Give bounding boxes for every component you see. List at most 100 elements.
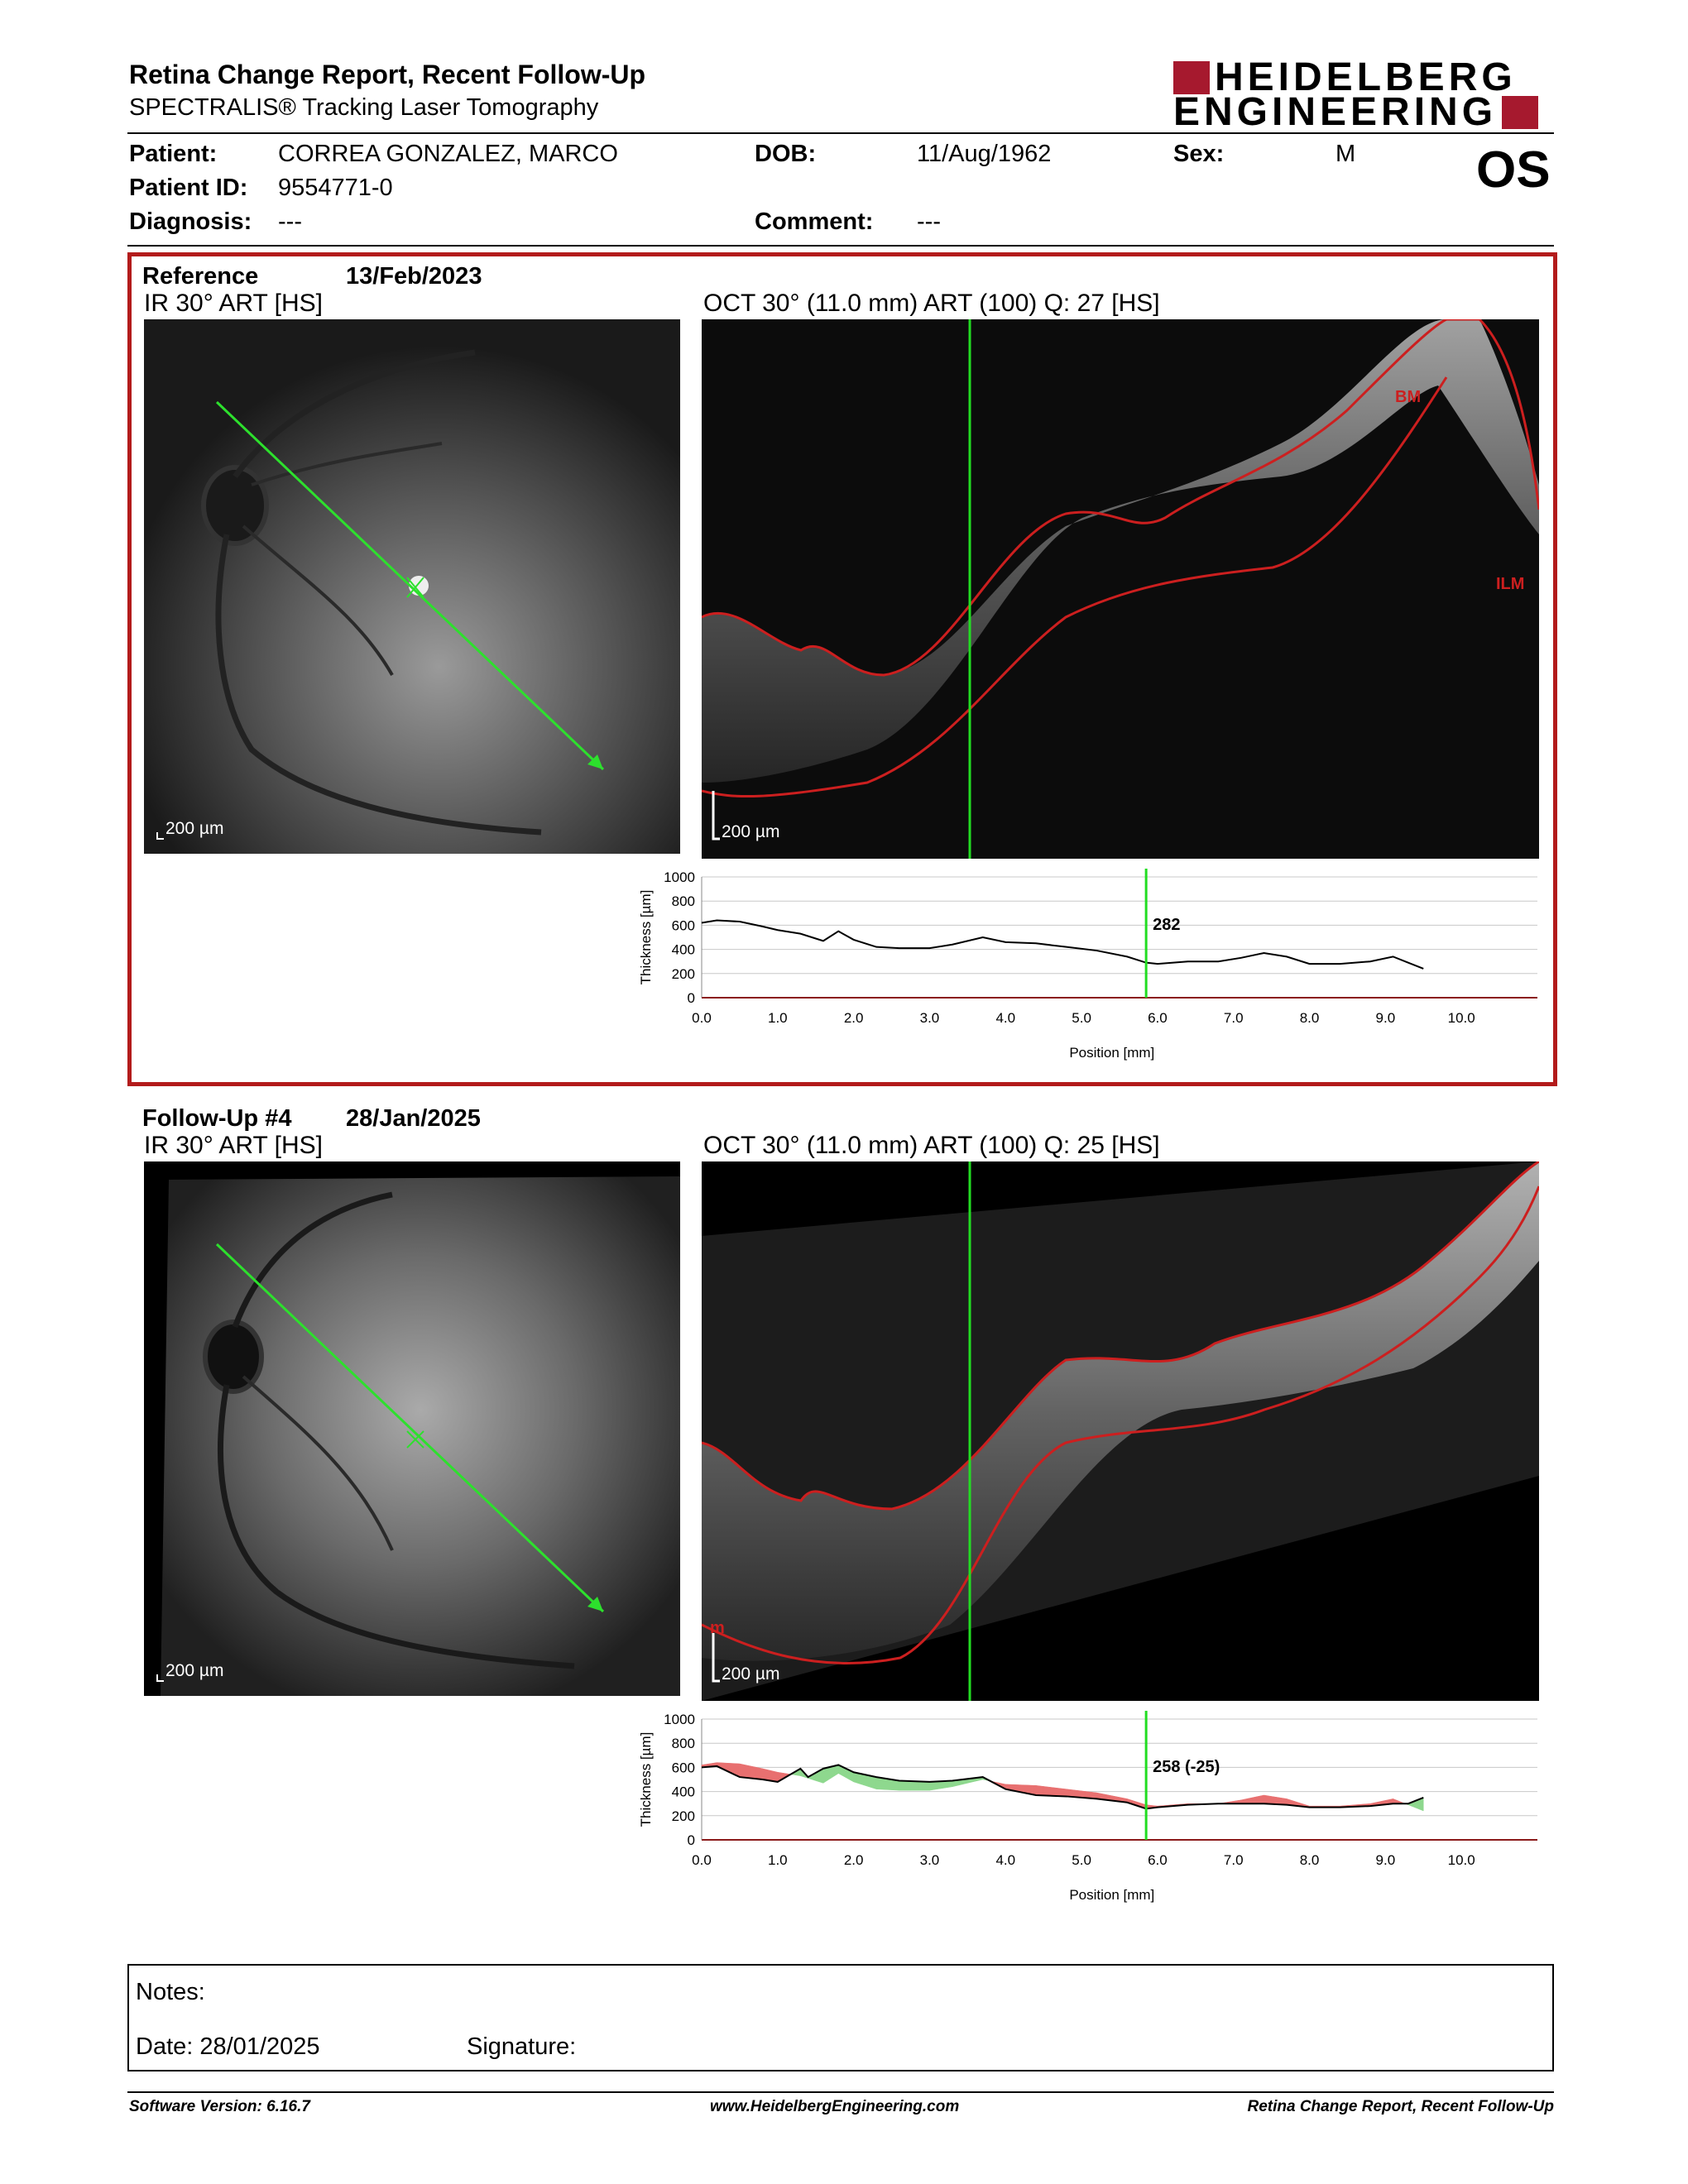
- y-tick-label: 1000: [664, 1712, 695, 1727]
- logo-square-icon: [1173, 61, 1210, 94]
- change-band: [887, 1778, 892, 1790]
- followup-ir-scale: 200 µm: [165, 1661, 224, 1680]
- followup-thickness-line: [701, 1764, 1424, 1810]
- change-band: [1070, 1789, 1075, 1798]
- scan-cross: [406, 577, 424, 598]
- scan-arrow-icon: [587, 1597, 603, 1612]
- logo-line1: HEIDELBERG: [1215, 55, 1517, 99]
- change-band: [872, 1775, 877, 1790]
- followup-oct-image: m 200 µm: [702, 1161, 1539, 1701]
- report-subtitle: SPECTRALIS® Tracking Laser Tomography: [129, 94, 599, 121]
- bm-boundary: [702, 1185, 1539, 1664]
- dob-label: DOB:: [755, 141, 817, 167]
- vessel: [242, 1375, 394, 1551]
- change-band: [1278, 1797, 1283, 1805]
- change-band: [770, 1770, 774, 1782]
- change-band: [937, 1780, 942, 1789]
- brand-logo-line2: ENGINEERING: [1173, 93, 1539, 132]
- diagnosis-label: Diagnosis:: [129, 208, 252, 235]
- sex-label: Sex:: [1173, 141, 1225, 167]
- change-band: [1039, 1785, 1044, 1796]
- retina-tissue: [702, 1161, 1539, 1661]
- reference-ir-scale: 200 µm: [165, 819, 224, 838]
- reference-thickness-chart: 0 200 400 600 800 1000 0.0 1.0 2.0 3.0 4.0 5.0 6.0 7.…: [638, 869, 1537, 1061]
- y-tick-label: 0: [688, 990, 695, 1006]
- change-band: [750, 1765, 755, 1779]
- change-band: [880, 1777, 885, 1790]
- change-band: [830, 1765, 835, 1779]
- scale-corner-icon: [156, 832, 164, 840]
- change-band: [1419, 1797, 1424, 1812]
- change-band: [1259, 1794, 1264, 1804]
- x-axis-label: Position [mm]: [1069, 1045, 1154, 1061]
- reference-ir-caption: IR 30° ART [HS]: [144, 290, 323, 317]
- x-tick-label: 9.0: [1376, 1852, 1396, 1868]
- scan-arrow-icon: [587, 754, 603, 769]
- change-band: [1051, 1787, 1056, 1797]
- followup-oct-svg: m: [702, 1161, 1539, 1701]
- scan-line: [215, 400, 605, 771]
- layer-label: m: [710, 1619, 725, 1637]
- reference-label: Reference: [142, 263, 259, 290]
- ilm-label: ILM: [1496, 575, 1524, 593]
- change-band: [773, 1770, 779, 1783]
- x-tick-label: 6.0: [1148, 1852, 1168, 1868]
- y-tick-label: 1000: [664, 869, 695, 885]
- change-band: [827, 1766, 832, 1781]
- notes-date: Date: 28/01/2025: [136, 2033, 320, 2060]
- change-band: [1073, 1789, 1078, 1798]
- change-band: [739, 1763, 744, 1778]
- followup-date: 28/Jan/2025: [346, 1105, 481, 1132]
- change-band: [822, 1767, 827, 1784]
- reference-date: 13/Feb/2023: [346, 263, 482, 290]
- change-band: [894, 1779, 899, 1791]
- dob-value: 11/Aug/1962: [917, 141, 1052, 167]
- change-band: [755, 1766, 760, 1779]
- y-tick-label: 400: [672, 942, 695, 958]
- bm-label: BM: [1395, 388, 1421, 406]
- change-band: [918, 1781, 923, 1791]
- change-band: [743, 1764, 748, 1779]
- y-axis-label: Thickness [µm]: [638, 1732, 654, 1827]
- y-tick-label: 200: [672, 1808, 695, 1824]
- y-axis-label: Thickness [µm]: [638, 890, 654, 985]
- vessel: [232, 1191, 393, 1329]
- x-tick-label: 2.0: [844, 1010, 864, 1026]
- notes-box[interactable]: Notes: Date: 28/01/2025 Signature:: [127, 1964, 1554, 2071]
- vessel: [218, 1384, 575, 1669]
- x-tick-label: 10.0: [1448, 1010, 1475, 1026]
- website-link[interactable]: www.HeidelbergEngineering.com: [710, 2098, 960, 2115]
- reference-frame: [127, 252, 1557, 1086]
- followup-label: Follow-Up #4: [142, 1105, 292, 1132]
- change-band: [884, 1778, 889, 1790]
- y-tick-label: 600: [672, 1760, 695, 1775]
- change-band: [1035, 1785, 1040, 1796]
- scale-bar-icon: [712, 1633, 720, 1683]
- change-band: [865, 1774, 870, 1788]
- patient-divider: [127, 245, 1554, 247]
- x-tick-label: 10.0: [1448, 1852, 1475, 1868]
- x-tick-label: 4.0: [995, 1010, 1015, 1026]
- patient-id-label: Patient ID:: [129, 175, 248, 201]
- change-band: [914, 1780, 918, 1791]
- followup-ir-caption: IR 30° ART [HS]: [144, 1132, 323, 1159]
- change-band: [875, 1776, 881, 1790]
- x-tick-label: 4.0: [995, 1852, 1015, 1868]
- reference-fundus-svg: [144, 319, 680, 854]
- y-tick-label: 400: [672, 1784, 695, 1800]
- change-band: [758, 1767, 763, 1780]
- change-band: [899, 1780, 904, 1791]
- vessel: [215, 534, 542, 836]
- x-tick-label: 3.0: [920, 1010, 940, 1026]
- change-band: [853, 1771, 858, 1784]
- thickness-line: [701, 919, 1424, 970]
- followup-thickness-chart: 0 200 400 600 800 1000 0.0 1.0 2.0 3.0 4.0 5.0 6.0 7.…: [638, 1711, 1537, 1903]
- change-band: [944, 1780, 949, 1789]
- followup-ir-image: 200 µm: [144, 1161, 680, 1696]
- x-tick-label: 0.0: [692, 1010, 712, 1026]
- y-tick-label: 800: [672, 1736, 695, 1751]
- brand-logo: HEIDELBERG: [1173, 55, 1517, 99]
- reference-oct-scale: 200 µm: [722, 822, 780, 841]
- change-band: [1264, 1794, 1268, 1804]
- x-tick-label: 1.0: [768, 1852, 788, 1868]
